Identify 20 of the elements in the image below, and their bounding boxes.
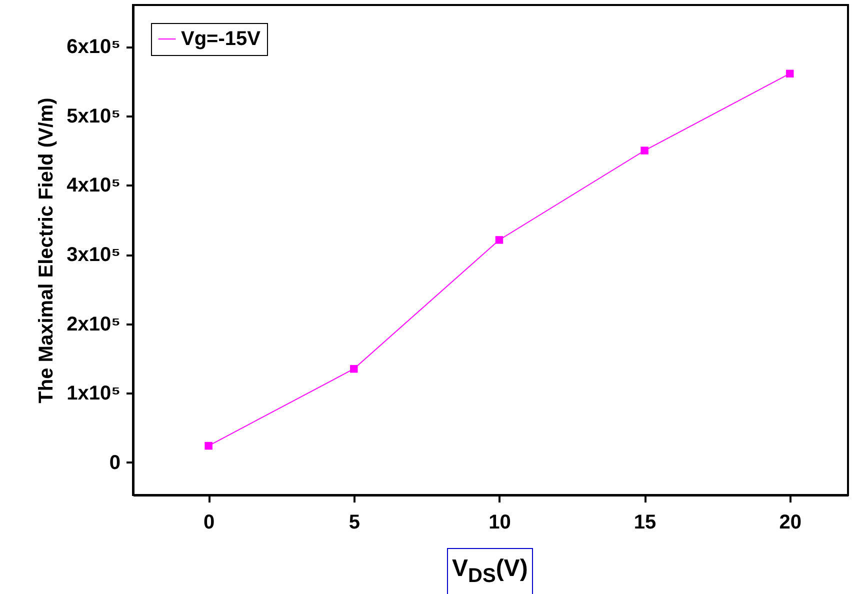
x-tick-label: 15 — [634, 512, 656, 534]
legend-label: Vg=-15V — [181, 28, 262, 50]
point — [640, 146, 648, 154]
x-tick-label: 10 — [488, 512, 511, 534]
y-tick-label: 3x10⁵ — [66, 244, 120, 266]
point — [204, 442, 212, 450]
y-axis-title: The Maximal Electric Field (V/m) — [36, 98, 58, 404]
x-tick-label: 5 — [348, 512, 360, 534]
x-axis-title: V$_{DS}$(V) — [447, 548, 533, 594]
y-tick-label: 2x10⁵ — [66, 313, 120, 336]
point — [350, 364, 358, 373]
y-tick-label: 0 — [109, 452, 120, 474]
x-tick-label: 0 — [204, 512, 215, 534]
x-tick-label: 20 — [779, 512, 802, 534]
y-tick-label: 6x10⁵ — [66, 36, 120, 58]
y-tick-label: 4x10⁵ — [66, 174, 120, 197]
y-tick-label: 5x10⁵ — [66, 105, 120, 128]
point — [495, 236, 504, 244]
y-tick-label: 1x10⁵ — [66, 382, 120, 405]
point — [786, 70, 794, 78]
